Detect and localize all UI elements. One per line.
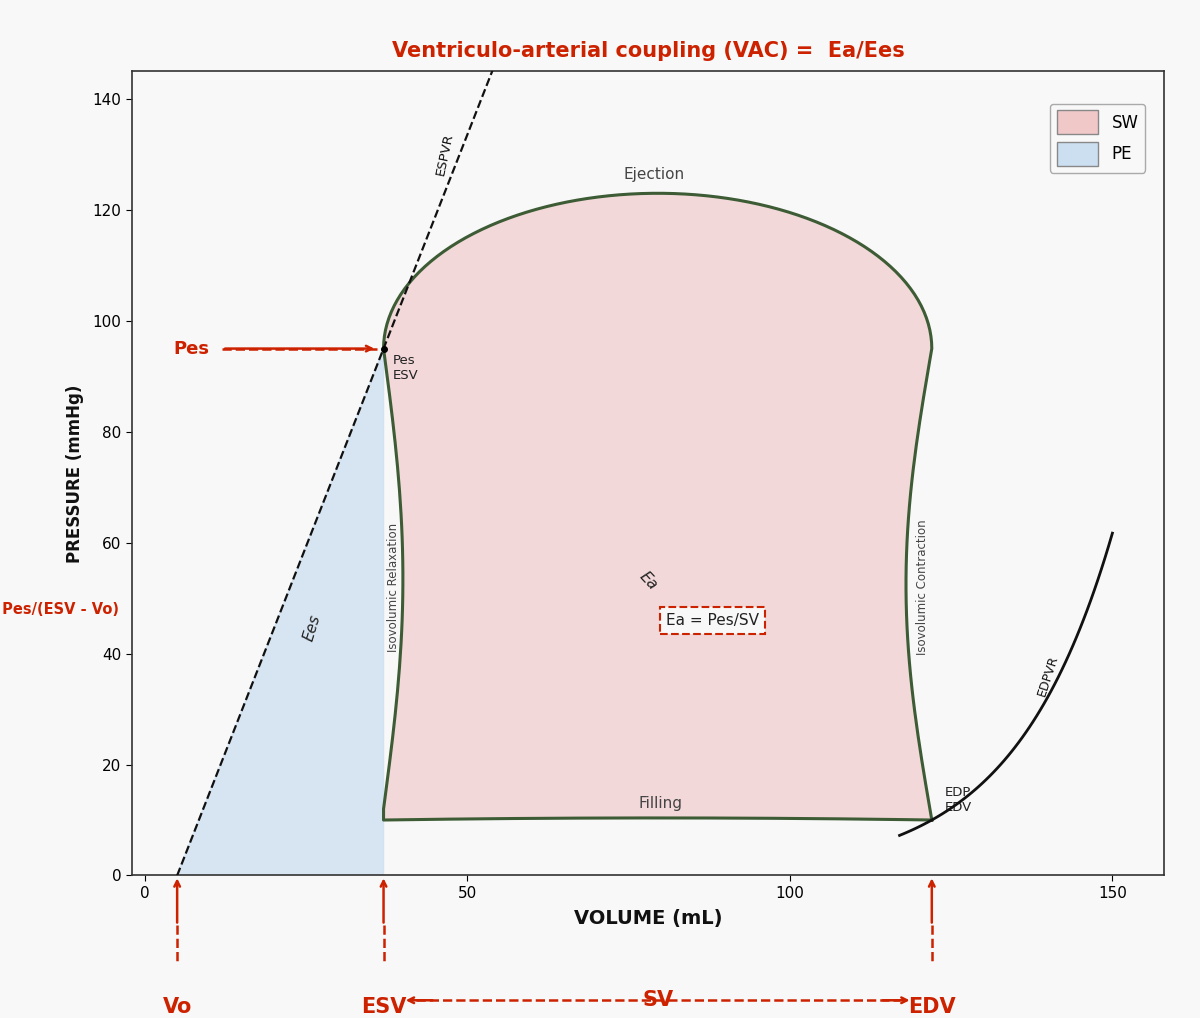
Polygon shape xyxy=(384,193,931,821)
Text: ESPVR: ESPVR xyxy=(434,132,456,177)
Text: EDV: EDV xyxy=(908,998,955,1018)
Text: Filling: Filling xyxy=(638,796,683,811)
Y-axis label: PRESSURE (mmHg): PRESSURE (mmHg) xyxy=(66,384,84,563)
Text: Ejection: Ejection xyxy=(624,167,685,182)
Text: EDPVR: EDPVR xyxy=(1036,654,1061,698)
Text: Ea = Pes/SV: Ea = Pes/SV xyxy=(666,613,760,628)
Text: Ees: Ees xyxy=(301,613,324,642)
Polygon shape xyxy=(178,348,384,875)
Text: ESV: ESV xyxy=(361,998,407,1018)
Text: Pes
ESV: Pes ESV xyxy=(394,354,419,382)
Text: Ea: Ea xyxy=(636,568,660,592)
Text: Isovolumic Relaxation: Isovolumic Relaxation xyxy=(386,522,400,652)
Text: SV: SV xyxy=(642,991,673,1010)
Title: Ventriculo-arterial coupling (VAC) =  Ea/Ees: Ventriculo-arterial coupling (VAC) = Ea/… xyxy=(391,42,905,61)
Text: Ees = Pes/(ESV - Vo): Ees = Pes/(ESV - Vo) xyxy=(0,602,119,617)
Text: Pes: Pes xyxy=(174,340,210,357)
Text: Vo: Vo xyxy=(162,998,192,1018)
Legend: SW, PE: SW, PE xyxy=(1050,104,1145,173)
Text: Isovolumic Contraction: Isovolumic Contraction xyxy=(916,519,929,655)
X-axis label: VOLUME (mL): VOLUME (mL) xyxy=(574,909,722,928)
Text: EDP
EDV: EDP EDV xyxy=(944,787,972,814)
